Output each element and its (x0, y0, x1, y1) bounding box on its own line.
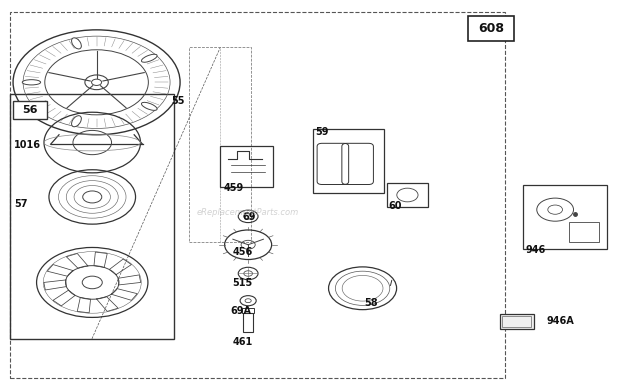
Text: 459: 459 (223, 183, 244, 193)
Bar (500, 314, 534, 329)
Text: 608: 608 (478, 22, 504, 35)
Text: 55: 55 (171, 96, 184, 106)
Bar (13, 101, 47, 119)
Bar (523, 185, 607, 250)
Text: 56: 56 (22, 105, 38, 115)
Text: 1016: 1016 (14, 140, 42, 151)
Bar (220, 146, 273, 187)
Ellipse shape (141, 54, 157, 62)
Text: 69A: 69A (231, 305, 252, 316)
Ellipse shape (22, 80, 41, 85)
Bar (189, 47, 251, 242)
Bar (502, 316, 531, 327)
Text: eReplacementParts.com: eReplacementParts.com (197, 208, 299, 217)
Bar (569, 222, 598, 242)
Ellipse shape (71, 116, 81, 127)
Text: 59: 59 (315, 127, 329, 137)
Text: 946A: 946A (546, 316, 574, 326)
Bar (243, 313, 253, 332)
Text: 515: 515 (232, 278, 253, 288)
Ellipse shape (141, 102, 157, 110)
Text: 57: 57 (14, 199, 28, 209)
Text: 60: 60 (389, 201, 402, 211)
Bar (313, 129, 384, 193)
Bar (10, 94, 174, 339)
Text: 461: 461 (232, 337, 253, 347)
Text: 946: 946 (525, 245, 546, 255)
Text: 456: 456 (232, 247, 253, 257)
Bar (467, 16, 514, 41)
Text: 69: 69 (242, 212, 255, 222)
Ellipse shape (71, 38, 81, 49)
Bar (242, 308, 254, 313)
Bar (388, 183, 428, 207)
Text: 58: 58 (365, 298, 378, 308)
Bar (10, 12, 505, 378)
